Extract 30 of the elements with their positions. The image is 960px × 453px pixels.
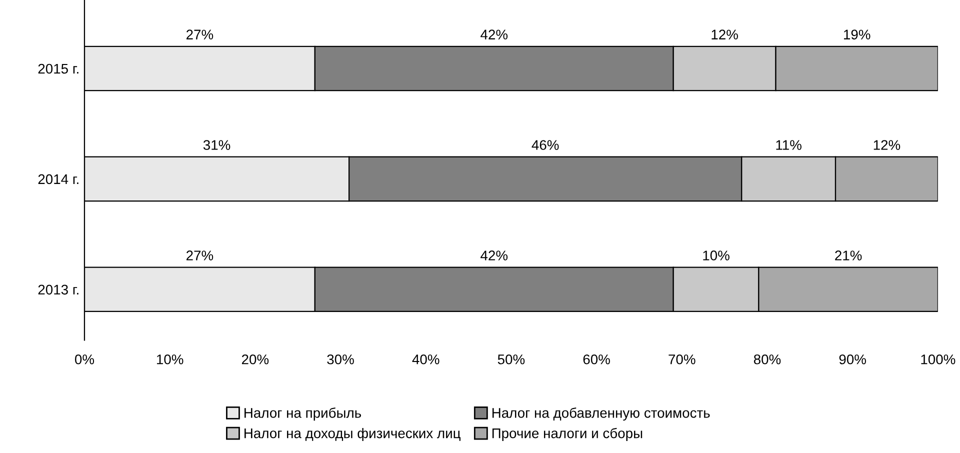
x-tick-label: 80% xyxy=(754,354,781,364)
x-tick-label: 100% xyxy=(921,354,956,364)
legend-label: Прочие налоги и сборы xyxy=(492,428,642,441)
data-label: 21% xyxy=(835,250,862,260)
data-label: 31% xyxy=(203,140,230,150)
legend-label: Налог на прибыль xyxy=(244,408,362,421)
data-label: 42% xyxy=(480,250,508,260)
x-tick-label: 20% xyxy=(242,354,269,364)
x-tick-label: 0% xyxy=(74,354,94,364)
data-label: 46% xyxy=(532,140,559,150)
legend-label: Налог на добавленную стоимость xyxy=(492,408,710,421)
x-tick-label: 90% xyxy=(839,354,866,364)
x-tick-label: 70% xyxy=(668,354,696,364)
y-tick-label: 2013 г. xyxy=(38,284,78,295)
data-label: 11% xyxy=(776,140,802,150)
data-label: 19% xyxy=(844,30,870,40)
data-label: 27% xyxy=(186,30,214,40)
y-tick-label: 2015 г. xyxy=(38,64,78,74)
data-label: 42% xyxy=(480,30,508,40)
x-tick-label: 30% xyxy=(327,354,354,364)
x-tick-label: 10% xyxy=(156,354,184,364)
data-label: 12% xyxy=(874,140,900,150)
data-label: 10% xyxy=(703,250,730,260)
x-tick-label: 50% xyxy=(498,354,525,364)
legend-label: Налог на доходы физических лиц xyxy=(244,428,460,441)
data-label: 12% xyxy=(712,30,738,40)
data-label: 27% xyxy=(186,250,214,260)
y-tick-label: 2014 г. xyxy=(38,174,78,184)
x-tick-label: 60% xyxy=(583,354,610,364)
x-tick-label: 40% xyxy=(412,354,440,364)
